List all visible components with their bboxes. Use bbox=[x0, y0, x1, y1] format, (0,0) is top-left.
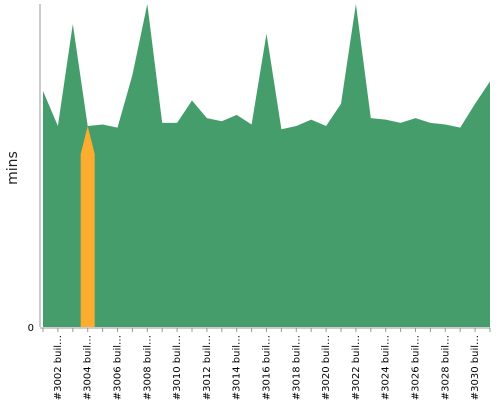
y-tick-label: 0 bbox=[28, 323, 34, 334]
x-tick-label: #3004 buil… bbox=[83, 335, 94, 400]
x-tick-label: #3022 buil… bbox=[351, 335, 362, 400]
x-tick-label: #3012 buil… bbox=[202, 335, 213, 400]
x-tick-label: #3028 buil… bbox=[440, 335, 451, 400]
x-tick-label: #3030 buil… bbox=[470, 335, 481, 400]
x-tick-label: #3024 buil… bbox=[381, 335, 392, 400]
x-tick-label: #3018 buil… bbox=[291, 335, 302, 400]
x-tick-label: #3010 buil… bbox=[172, 335, 183, 400]
x-tick-label: #3008 buil… bbox=[142, 335, 153, 400]
x-tick-label: #3020 buil… bbox=[321, 335, 332, 400]
y-axis-label: mins bbox=[5, 151, 21, 185]
highlighted-build-marker[interactable] bbox=[80, 126, 95, 327]
x-tick-label: #3026 buil… bbox=[411, 335, 422, 400]
x-tick-label: #3016 buil… bbox=[262, 335, 273, 400]
x-tick-label: #3002 buil… bbox=[53, 335, 64, 400]
x-tick-label: #3014 buil… bbox=[232, 335, 243, 400]
series-area bbox=[43, 4, 490, 327]
x-tick-label: #3006 buil… bbox=[113, 335, 124, 400]
